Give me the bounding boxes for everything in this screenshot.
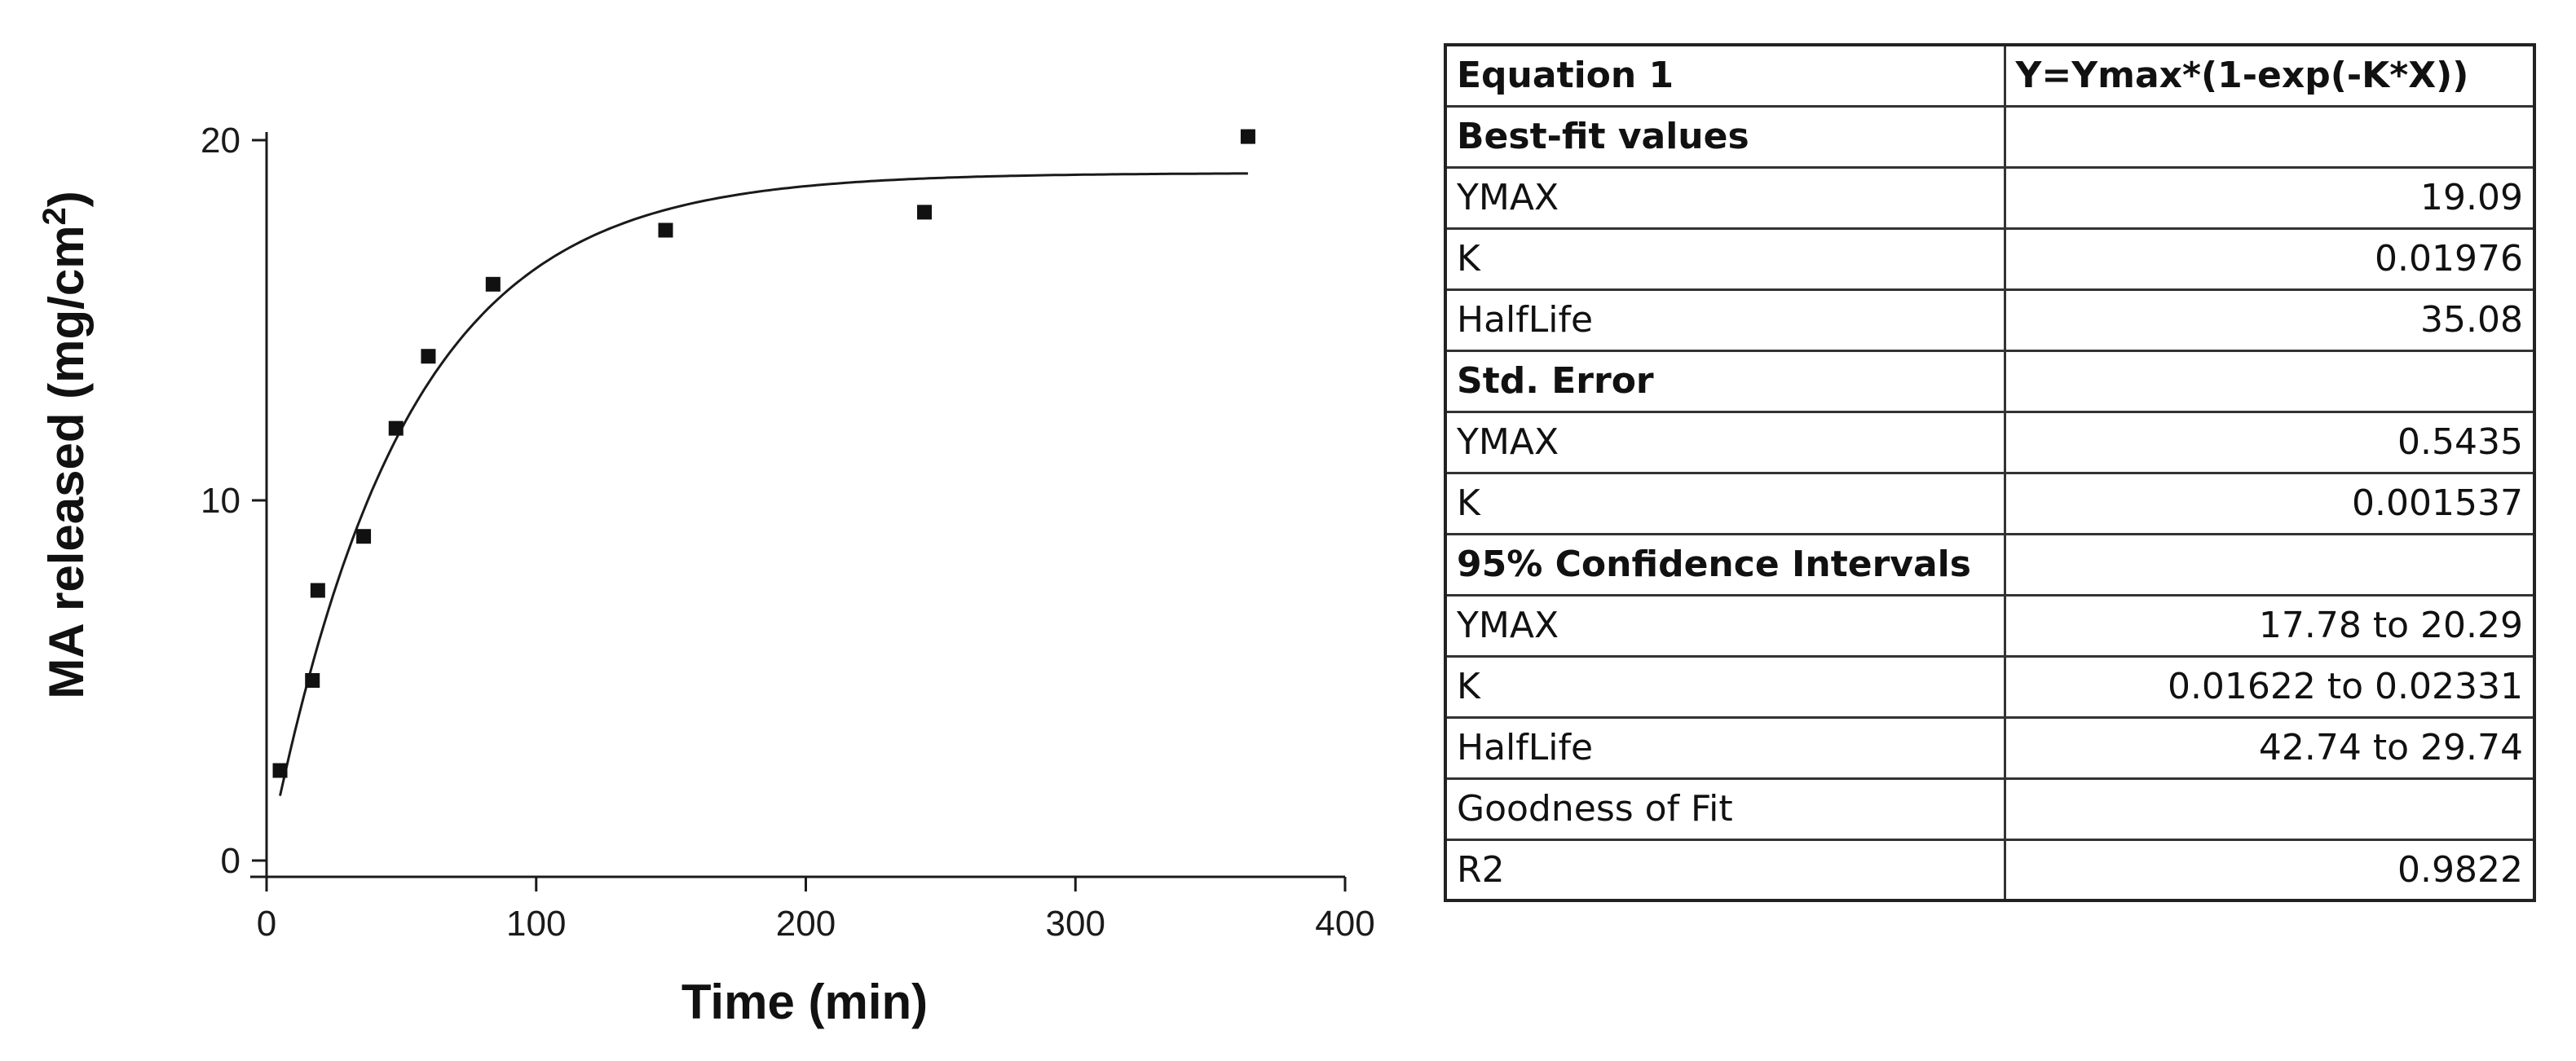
data-point: [356, 529, 372, 544]
chart-ticks: 0 100 200 300 400 0 10 20: [201, 121, 1375, 944]
data-points: [272, 129, 1255, 778]
data-point: [421, 349, 436, 364]
data-point: [272, 763, 288, 778]
release-chart: 0 100 200 300 400 0 10 20 Time (min) MA release…: [37, 121, 1375, 1029]
row-value: 19.09: [2003, 165, 2536, 230]
x-tick-label: 300: [1046, 904, 1105, 944]
table-row: K 0.001537: [1444, 471, 2536, 535]
data-point: [310, 583, 325, 598]
row-label: YMAX: [1444, 165, 2006, 230]
y-axis-title-main: MA released (mg/cm: [39, 225, 94, 698]
row-value: 35.08: [2003, 288, 2536, 352]
row-label: K: [1444, 471, 2006, 535]
y-tick-label: 0: [221, 841, 240, 881]
row-label: K: [1444, 654, 2006, 719]
chart-axes: [250, 132, 1345, 878]
data-point: [388, 420, 404, 436]
data-point: [485, 276, 501, 292]
y-tick-label: 10: [201, 481, 240, 521]
table-row: YMAX 0.5435: [1444, 410, 2536, 474]
row-label: YMAX: [1444, 593, 2006, 658]
y-axis-title: MA released (mg/cm2): [37, 191, 94, 699]
row-value: 0.01622 to 0.02331: [2003, 654, 2536, 719]
x-tick-label: 0: [257, 904, 276, 944]
data-point: [658, 222, 673, 238]
row-value: [2003, 777, 2536, 841]
x-axis-title: Time (min): [681, 975, 928, 1029]
row-label: Equation 1: [1444, 43, 2006, 108]
table-row: Goodness of Fit: [1444, 777, 2536, 841]
y-tick-label: 20: [201, 121, 240, 161]
row-label: Best-fit values: [1444, 104, 2006, 169]
row-label: 95% Confidence Intervals: [1444, 532, 2006, 597]
row-label: R2: [1444, 838, 2006, 902]
row-value: 17.78 to 20.29: [2003, 593, 2536, 658]
table-row: K 0.01976: [1444, 227, 2536, 291]
table-row: K 0.01622 to 0.02331: [1444, 654, 2536, 719]
row-label: K: [1444, 227, 2006, 291]
row-value: 0.01976: [2003, 227, 2536, 291]
row-value: 0.9822: [2003, 838, 2536, 902]
table-row: YMAX 17.78 to 20.29: [1444, 593, 2536, 658]
y-axis-title-superscript: 2: [37, 207, 73, 225]
row-value: [2003, 104, 2536, 169]
row-label: Std. Error: [1444, 349, 2006, 413]
table-row: R2 0.9822: [1444, 838, 2536, 902]
x-tick-label: 400: [1315, 904, 1374, 944]
row-label: HalfLife: [1444, 715, 2006, 780]
y-axis-title-close: ): [39, 191, 94, 207]
row-label: YMAX: [1444, 410, 2006, 474]
table-row: Equation 1 Y=Ymax*(1-exp(-K*X)): [1444, 43, 2536, 108]
row-value: [2003, 349, 2536, 413]
row-value: 42.74 to 29.74: [2003, 715, 2536, 780]
table-row: YMAX 19.09: [1444, 165, 2536, 230]
data-point: [1240, 129, 1255, 144]
x-tick-label: 100: [506, 904, 566, 944]
table-row: HalfLife 42.74 to 29.74: [1444, 715, 2536, 780]
row-value: 0.001537: [2003, 471, 2536, 535]
table-row: HalfLife 35.08: [1444, 288, 2536, 352]
data-point: [305, 673, 320, 688]
x-tick-label: 200: [776, 904, 836, 944]
table-row: Std. Error: [1444, 349, 2536, 413]
row-value: [2003, 532, 2536, 597]
row-value: 0.5435: [2003, 410, 2536, 474]
table-row: Best-fit values: [1444, 104, 2536, 169]
row-value: Y=Ymax*(1-exp(-K*X)): [2003, 43, 2536, 108]
fit-curve: [279, 172, 1248, 796]
table-row: 95% Confidence Intervals: [1444, 532, 2536, 597]
fit-results-table: Equation 1 Y=Ymax*(1-exp(-K*X)) Best-fit v…: [1444, 43, 2536, 902]
row-label: HalfLife: [1444, 288, 2006, 352]
data-point: [917, 205, 933, 220]
row-label: Goodness of Fit: [1444, 777, 2006, 841]
